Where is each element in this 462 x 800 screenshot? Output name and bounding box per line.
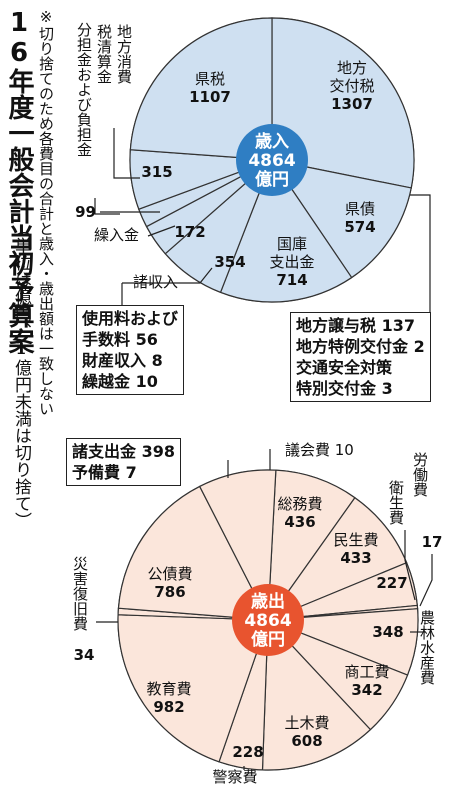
slice-value: 1307	[331, 95, 373, 113]
callout-value-34: 34	[74, 646, 95, 664]
box-line: 地方特例交付金 2	[296, 337, 425, 356]
center-label: 億円	[255, 169, 289, 190]
callout-chiho-shohi: 税清算金	[95, 24, 113, 84]
slice-value: 354	[214, 253, 245, 271]
slice-label: 商工費	[344, 663, 389, 681]
slice-value: 315	[141, 163, 172, 181]
leader-line	[113, 128, 140, 179]
pie-slice	[198, 469, 277, 623]
slice-label: 公債費	[147, 565, 192, 583]
slice-label: 教育費	[146, 680, 191, 698]
callout-shoshunyu: 諸収入	[133, 273, 178, 291]
slice-value: 436	[284, 513, 315, 531]
misc-expense-box: 諸支出金 398 予備費 7	[66, 438, 181, 486]
callout-buntan: 分担金および負担金	[75, 22, 93, 157]
box-line: 交通安全対策	[296, 358, 393, 377]
slice-label: 地方	[337, 59, 367, 77]
misc-income-box: 使用料および 手数料 56 財産収入 8 繰越金 10	[76, 305, 185, 395]
slice-value: 348	[372, 623, 403, 641]
slice-value: 714	[276, 271, 307, 289]
leader-line	[419, 554, 433, 607]
callout-saigai: 災害復旧費	[71, 556, 89, 631]
pie-slice	[261, 618, 372, 771]
pie-slice	[266, 496, 408, 622]
box-line: 諸支出金 398	[72, 442, 175, 461]
center-label: 歳入	[255, 131, 289, 152]
rounding-note: ※切り捨てのため各費目の合計と歳入・歳出額は一致しない	[37, 8, 55, 416]
callout-rodo: 労働費	[411, 452, 429, 497]
slice-value: 228	[232, 743, 263, 761]
leader-line	[122, 267, 213, 284]
pie-slice	[267, 469, 356, 623]
center-label: 億円	[251, 629, 285, 650]
pie-slice	[219, 158, 353, 303]
callout-chiho-shohi: 地方消費	[115, 24, 133, 84]
pie-slice	[129, 17, 273, 161]
box-line: 予備費 7	[72, 463, 137, 482]
slice-label: 民生費	[333, 531, 378, 549]
box-line: 特別交付金 3	[296, 379, 393, 398]
slice-label: 総務費	[277, 495, 322, 513]
box-line: 地方譲与税 137	[296, 316, 415, 335]
center-label: 歳出	[251, 591, 285, 612]
center-label: 4864	[248, 151, 295, 171]
callout-value-99: 99	[75, 203, 96, 221]
slice-label: 支出金	[269, 253, 314, 271]
callout-kurinyu: 繰入金	[94, 226, 139, 244]
leader-line	[410, 194, 431, 312]
slice-value: 786	[154, 583, 185, 601]
slice-label: 交付税	[329, 77, 374, 95]
unit-note: （単位は億円、1億円未満は切り捨て）	[11, 220, 31, 529]
callout-norin: 農林水産費	[418, 610, 436, 685]
slice-label: 県税	[195, 70, 225, 88]
pie-slice	[270, 159, 412, 279]
chart-title: 16年度一般会計当初予算案	[4, 8, 34, 354]
slice-value: 172	[174, 223, 205, 241]
slice-value: 574	[344, 218, 375, 236]
box-line: 手数料 56	[82, 330, 158, 349]
pie-center	[232, 584, 304, 656]
leader-line	[94, 198, 120, 215]
leader-line	[147, 225, 176, 237]
slice-value: 1107	[189, 88, 231, 106]
callout-gikai: 議会費 10	[285, 441, 354, 459]
slice-label: 国庫	[277, 235, 307, 253]
box-line: 財産収入 8	[82, 351, 163, 370]
slice-label: 県債	[345, 200, 375, 218]
slice-value: 982	[153, 698, 184, 716]
callout-value-17: 17	[422, 533, 443, 551]
callout-eisei: 衛生費	[387, 480, 405, 525]
pie-slice	[117, 485, 270, 621]
box-line: 繰越金 10	[82, 372, 158, 391]
slice-value: 227	[376, 574, 407, 592]
slice-value: 608	[291, 732, 322, 750]
pie-slice	[117, 614, 269, 763]
center-label: 4864	[244, 611, 291, 631]
slice-value: 342	[351, 681, 382, 699]
slice-value: 433	[340, 549, 371, 567]
callout-keisatsu: 警察費	[212, 768, 257, 786]
pie-center	[236, 124, 308, 196]
transfers-box: 地方譲与税 137 地方特例交付金 2 交通安全対策 特別交付金 3	[290, 312, 431, 402]
slice-label: 土木費	[284, 714, 329, 732]
box-line: 使用料および	[82, 309, 179, 328]
leader-line	[404, 530, 416, 601]
pie-slice	[271, 17, 415, 189]
